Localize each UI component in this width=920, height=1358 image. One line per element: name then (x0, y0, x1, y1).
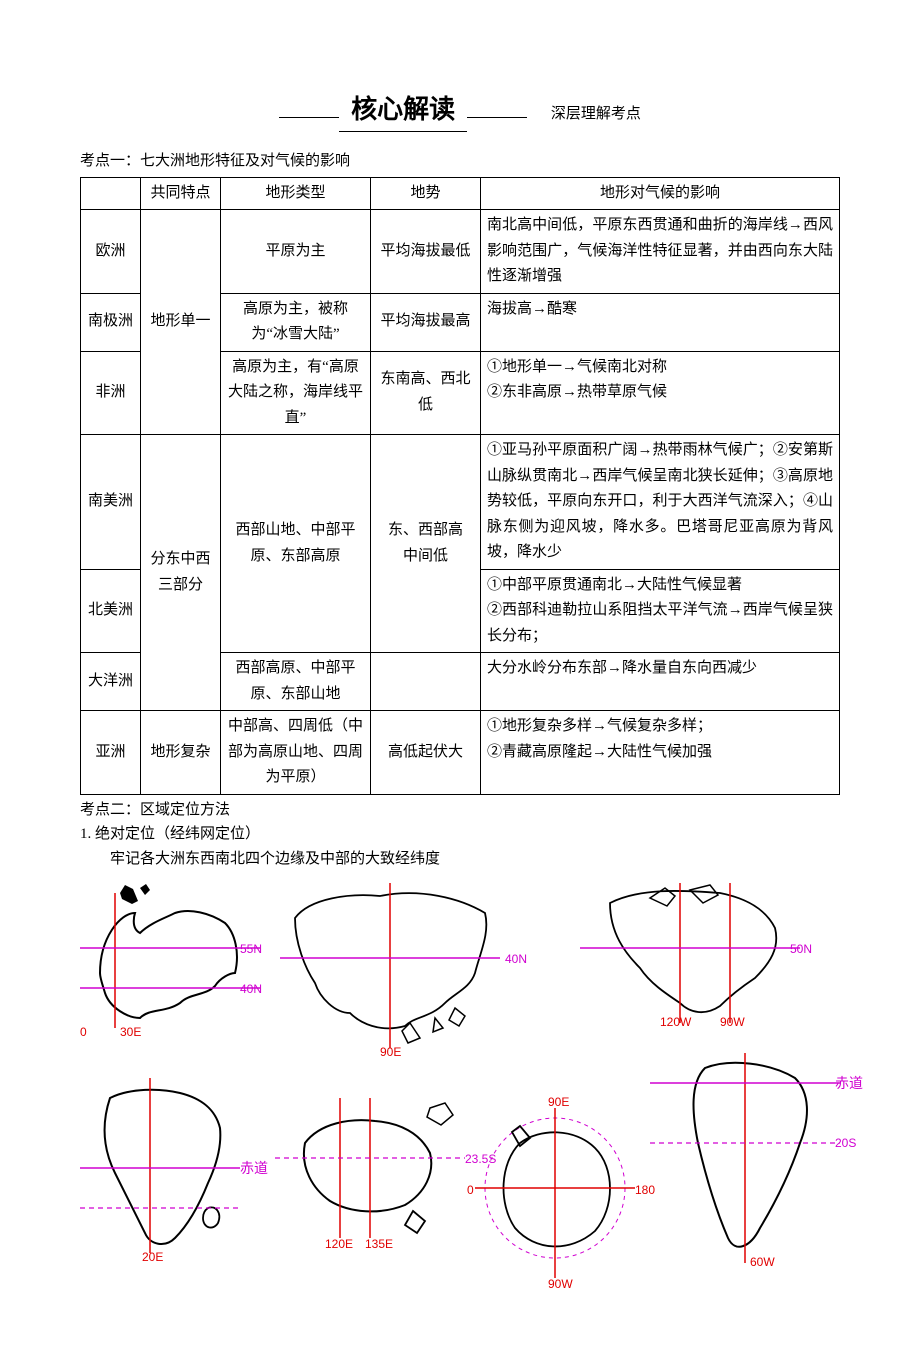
map-south-america: 赤道 20S 60W (650, 1048, 840, 1268)
row-sam-name: 南美洲 (81, 435, 141, 570)
title-underline-right (467, 117, 527, 118)
relief-mid: 东、西部高 中间低 (371, 435, 481, 653)
k2-heading: 考点二：区域定位方法 (80, 799, 840, 822)
row-africa-effect: ①地形单一→气候南北对称 ②东非高原→热带草原气候 (481, 351, 840, 435)
map-oceania: 23.5S 120E 135E (275, 1093, 465, 1243)
maps-area: 55N 40N 0 30E 40N 90E 50N 120W 90W (80, 878, 840, 1318)
k2-m1s: 牢记各大洲东西南北四个边缘及中部的大致经纬度 (80, 848, 840, 871)
lbl-sa60w: 60W (750, 1253, 775, 1271)
row-asia-type: 中部高、四周低（中部为高原山地、四周为平原） (221, 711, 371, 795)
row-oce-effect: 大分水岭分布东部→降水量自东向西减少 (481, 653, 840, 711)
row-europe-relief: 平均海拔最低 (371, 210, 481, 294)
k2-m1: 1. 绝对定位（经纬网定位） (80, 823, 840, 846)
type-mid: 西部山地、中部平原、东部高原 (221, 435, 371, 653)
map-north-america: 50N 120W 90W (580, 878, 800, 1028)
lbl-e40n: 40N (240, 980, 262, 998)
th-type: 地形类型 (221, 177, 371, 210)
row-asia-effect: ①地形复杂多样→气候复杂多样； ②青藏高原隆起→大陆性气候加强 (481, 711, 840, 795)
th-effect: 地形对气候的影响 (481, 177, 840, 210)
lbl-na50n: 50N (790, 940, 812, 958)
lbl-ant90e: 90E (548, 1093, 569, 1111)
row-ant-relief: 平均海拔最高 (371, 293, 481, 351)
th-blank (81, 177, 141, 210)
lbl-e55n: 55N (240, 940, 262, 958)
row-ant-type: 高原为主，被称为“冰雪大陆” (221, 293, 371, 351)
row-oce-relief (371, 653, 481, 711)
k1-heading: 考点一：七大洲地形特征及对气候的影响 (80, 150, 840, 173)
lbl-ant0: 0 (467, 1181, 474, 1199)
lbl-e30e: 30E (120, 1023, 141, 1041)
page-title-row: 核心解读 深层理解考点 (80, 90, 840, 132)
row-europe-name: 欧洲 (81, 210, 141, 294)
lbl-af20e: 20E (142, 1248, 163, 1266)
row-oce-type: 西部高原、中部平原、东部山地 (221, 653, 371, 711)
lbl-oc135e: 135E (365, 1235, 393, 1253)
row-nam-effect: ①中部平原贯通南北→大陆性气候显著 ②西部科迪勒拉山系阻挡太平洋气流→西岸气候呈… (481, 569, 840, 653)
row-europe-type: 平原为主 (221, 210, 371, 294)
row-sam-effect: ①亚马孙平原面积广阔→热带雨林气候广；②安第斯山脉纵贯南北→西岸气候呈南北狭长延… (481, 435, 840, 570)
row-oce-name: 大洋洲 (81, 653, 141, 711)
row-europe-effect: 南北高中间低，平原东西贯通和曲折的海岸线→西风影响范围广，气候海洋性特征显著，并… (481, 210, 840, 294)
row-asia-name: 亚洲 (81, 711, 141, 795)
row-africa-type: 高原为主，有“高原大陆之称，海岸线平直” (221, 351, 371, 435)
row-nam-name: 北美洲 (81, 569, 141, 653)
lbl-oc120e: 120E (325, 1235, 353, 1253)
page-subtitle: 深层理解考点 (551, 106, 641, 122)
page-title: 核心解读 (339, 90, 467, 132)
continents-table: 共同特点 地形类型 地势 地形对气候的影响 欧洲 地形单一 平原为主 平均海拔最… (80, 177, 840, 795)
row-asia-feature: 地形复杂 (141, 711, 221, 795)
map-africa: 赤道 20E (80, 1073, 240, 1258)
lbl-sa-eq: 赤道 (835, 1074, 863, 1095)
lbl-af-eq: 赤道 (240, 1159, 268, 1180)
lbl-e0: 0 (80, 1023, 87, 1041)
lbl-ant90w: 90W (548, 1275, 573, 1293)
row-africa-relief: 东南高、西北低 (371, 351, 481, 435)
lbl-sa20s: 20S (835, 1134, 856, 1152)
row-ant-name: 南极洲 (81, 293, 141, 351)
map-asia: 40N 90E (280, 878, 500, 1053)
lbl-na90w: 90W (720, 1013, 745, 1031)
map-antarctica: 0 90E 180 90W (470, 1103, 640, 1283)
map-europe: 55N 40N 0 30E (80, 878, 260, 1038)
lbl-na120w: 120W (660, 1013, 691, 1031)
feature-mid: 分东中西三部分 (141, 435, 221, 711)
lbl-a90e: 90E (380, 1043, 401, 1061)
feature-top: 地形单一 (141, 210, 221, 435)
row-asia-relief: 高低起伏大 (371, 711, 481, 795)
row-africa-name: 非洲 (81, 351, 141, 435)
title-underline-left (279, 117, 339, 118)
row-ant-effect: 海拔高→酷寒 (481, 293, 840, 351)
lbl-a40n: 40N (505, 950, 527, 968)
th-relief: 地势 (371, 177, 481, 210)
th-feature: 共同特点 (141, 177, 221, 210)
